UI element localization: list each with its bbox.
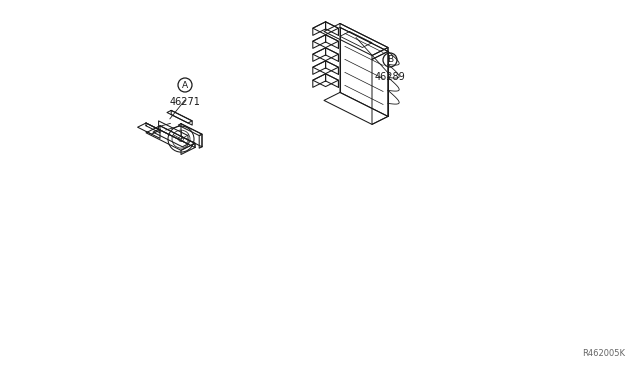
Text: 46289: 46289 <box>374 72 405 82</box>
Text: B: B <box>387 55 393 64</box>
Text: A: A <box>182 80 188 90</box>
Text: R462005K: R462005K <box>582 349 625 358</box>
Text: 46271: 46271 <box>170 97 200 107</box>
